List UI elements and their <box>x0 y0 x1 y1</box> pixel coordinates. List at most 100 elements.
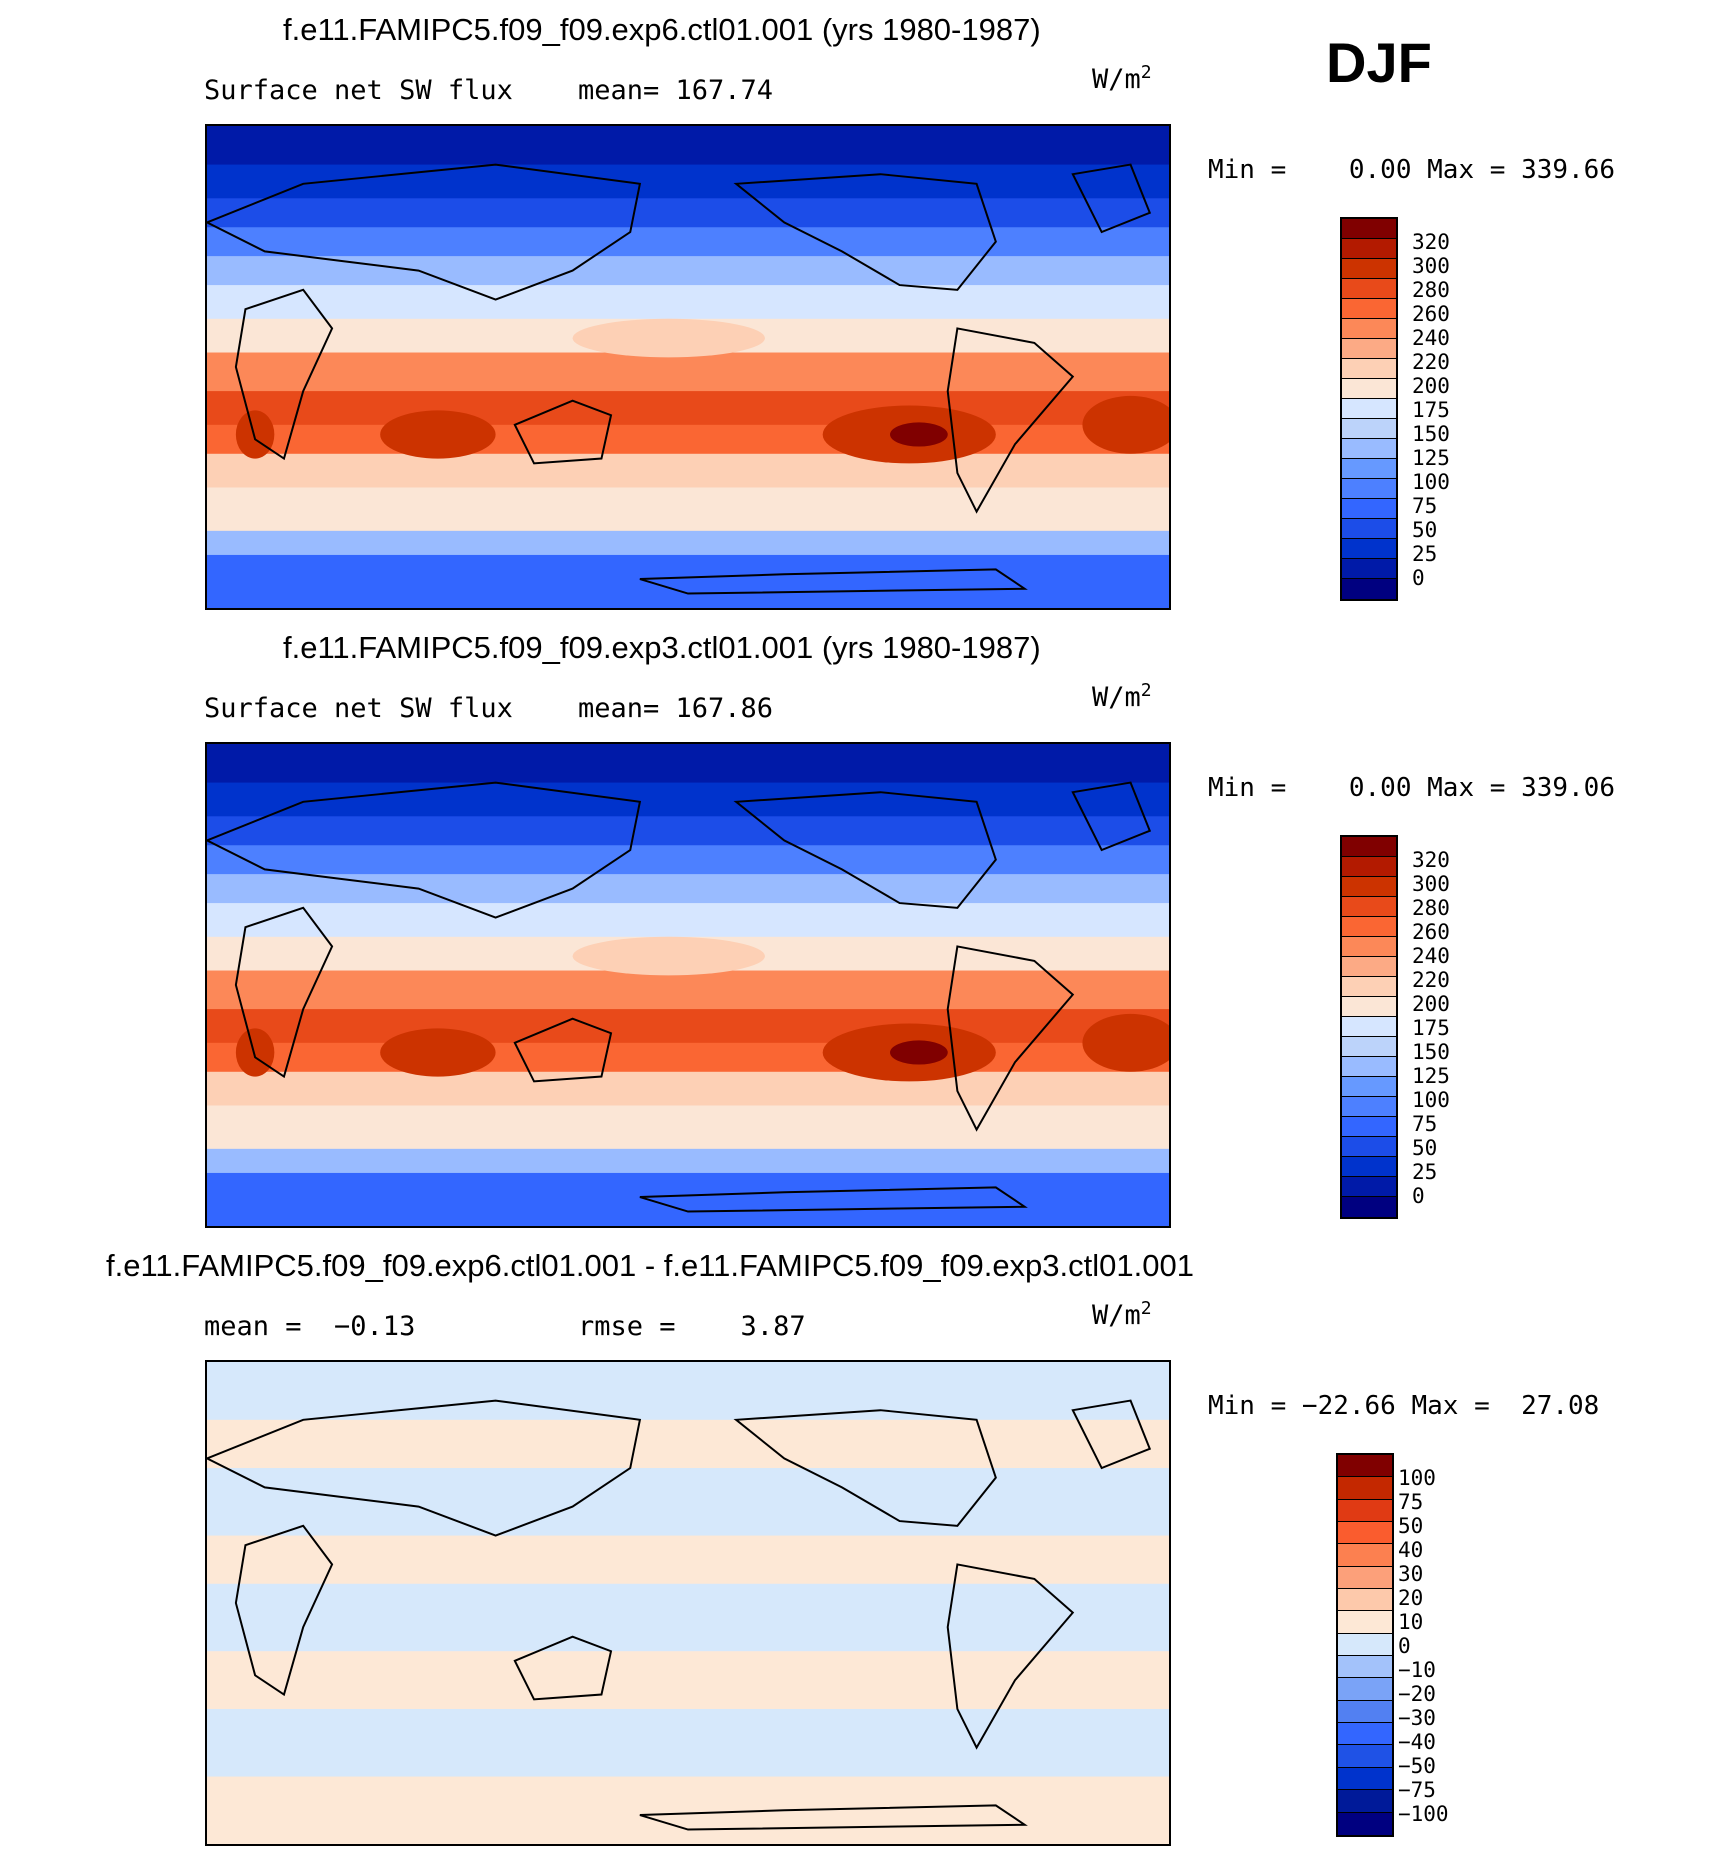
coastline <box>1071 781 1152 852</box>
panel-1-map <box>205 124 1171 610</box>
colorbar-label: 175 <box>1412 1016 1450 1040</box>
colorbar-swatch <box>1342 499 1396 519</box>
coastline <box>234 1524 334 1697</box>
panel-2-minmax: Min = 0.00 Max = 339.06 <box>1208 773 1615 803</box>
field-maximum <box>1082 395 1169 454</box>
field-band <box>207 1172 1169 1226</box>
coastline <box>1071 1399 1152 1470</box>
colorbar-label: −100 <box>1398 1802 1449 1826</box>
colorbar-label: 25 <box>1412 1160 1438 1184</box>
colorbar-swatch <box>1342 1057 1396 1077</box>
field-band <box>207 352 1169 393</box>
panel-3-minmax: Min = −22.66 Max = 27.08 <box>1208 1391 1600 1421</box>
panel-1-mean-label: mean= 167.74 <box>578 75 774 106</box>
colorbar-swatch <box>1342 1017 1396 1037</box>
colorbar-label: 100 <box>1398 1466 1436 1490</box>
season-label: DJF <box>1326 31 1432 94</box>
colorbar-swatch <box>1338 1477 1392 1500</box>
colorbar-label: 50 <box>1412 518 1438 542</box>
colorbar-swatch <box>1342 977 1396 997</box>
panel-1-variable-label: Surface net SW flux <box>204 75 513 106</box>
colorbar-swatch <box>1338 1544 1392 1567</box>
colorbar-swatch <box>1338 1723 1392 1746</box>
colorbar-label: 280 <box>1412 278 1450 302</box>
field-band <box>207 487 1169 532</box>
field-maximum <box>572 318 765 358</box>
colorbar-swatch <box>1342 379 1396 399</box>
coastline <box>513 1017 613 1083</box>
panel-1-colorbar <box>1340 217 1398 601</box>
colorbar-label: 75 <box>1412 1112 1438 1136</box>
field-band <box>207 285 1169 320</box>
field-maximum <box>380 410 496 459</box>
field-band <box>207 227 1169 258</box>
colorbar-label: −30 <box>1398 1706 1436 1730</box>
colorbar-swatch <box>1342 279 1396 299</box>
colorbar-swatch <box>1342 997 1396 1017</box>
coastline <box>733 1409 997 1527</box>
colorbar-swatch <box>1342 439 1396 459</box>
colorbar-swatch <box>1342 259 1396 279</box>
coastline <box>946 327 1075 514</box>
field-band <box>207 1651 1169 1711</box>
field-band <box>207 453 1169 489</box>
colorbar-label: 150 <box>1412 422 1450 446</box>
colorbar-swatch <box>1338 1656 1392 1679</box>
field-maximum <box>890 1040 948 1065</box>
colorbar-swatch <box>1342 1077 1396 1097</box>
field-band <box>207 816 1169 847</box>
colorbar-label: 200 <box>1412 374 1450 398</box>
colorbar-swatch <box>1342 957 1396 977</box>
colorbar-swatch <box>1342 339 1396 359</box>
panel-3-title: f.e11.FAMIPC5.f09_f09.exp6.ctl01.001 - f… <box>106 1248 1194 1283</box>
colorbar-swatch <box>1342 897 1396 917</box>
colorbar-swatch <box>1342 319 1396 339</box>
colorbar-swatch <box>1338 1499 1392 1523</box>
colorbar-label: −75 <box>1398 1778 1436 1802</box>
colorbar-label: 75 <box>1412 494 1438 518</box>
colorbar-swatch <box>1342 1097 1396 1117</box>
panel-2-variable-label: Surface net SW flux <box>204 693 513 724</box>
colorbar-swatch <box>1338 1678 1392 1701</box>
colorbar-label: 20 <box>1398 1586 1424 1610</box>
field-band <box>207 744 1169 784</box>
colorbar-label: 280 <box>1412 896 1450 920</box>
field-band <box>207 424 1169 455</box>
colorbar-swatch <box>1342 219 1396 239</box>
panel-2-map <box>205 742 1171 1228</box>
panel-3-colorbar <box>1336 1453 1394 1837</box>
colorbar-label: 175 <box>1412 398 1450 422</box>
coastline <box>946 1563 1075 1750</box>
colorbar-swatch <box>1342 399 1396 419</box>
colorbar-swatch <box>1338 1812 1392 1835</box>
field-band <box>207 1042 1169 1073</box>
coastline <box>207 781 642 919</box>
panel-1-minmax: Min = 0.00 Max = 339.66 <box>1208 155 1615 185</box>
colorbar-swatch <box>1342 559 1396 579</box>
colorbar-swatch <box>1342 299 1396 319</box>
colorbar-swatch <box>1342 857 1396 877</box>
field-maximum <box>1082 1013 1169 1072</box>
field-band <box>207 391 1169 426</box>
colorbar-label: 0 <box>1398 1634 1411 1658</box>
colorbar-swatch <box>1342 579 1396 599</box>
field-maximum <box>572 936 765 976</box>
colorbar-swatch <box>1342 419 1396 439</box>
colorbar-swatch <box>1342 1197 1396 1217</box>
panel-2-colorbar-labels: 320 300 280 260 240 220 200 175 150 125 … <box>1412 848 1450 1208</box>
colorbar-label: 320 <box>1412 848 1450 872</box>
colorbar-label: 200 <box>1412 992 1450 1016</box>
field-band <box>207 1009 1169 1044</box>
field-band <box>207 164 1169 200</box>
colorbar-label: 50 <box>1412 1136 1438 1160</box>
field-band <box>207 845 1169 876</box>
colorbar-swatch <box>1338 1767 1392 1791</box>
coastline <box>513 1635 613 1701</box>
colorbar-label: 100 <box>1412 1088 1450 1112</box>
colorbar-label: 260 <box>1412 302 1450 326</box>
colorbar-label: 220 <box>1412 350 1450 374</box>
colorbar-label: 260 <box>1412 920 1450 944</box>
colorbar-swatch <box>1342 1177 1396 1197</box>
field-maximum <box>380 1028 496 1077</box>
colorbar-label: 150 <box>1412 1040 1450 1064</box>
